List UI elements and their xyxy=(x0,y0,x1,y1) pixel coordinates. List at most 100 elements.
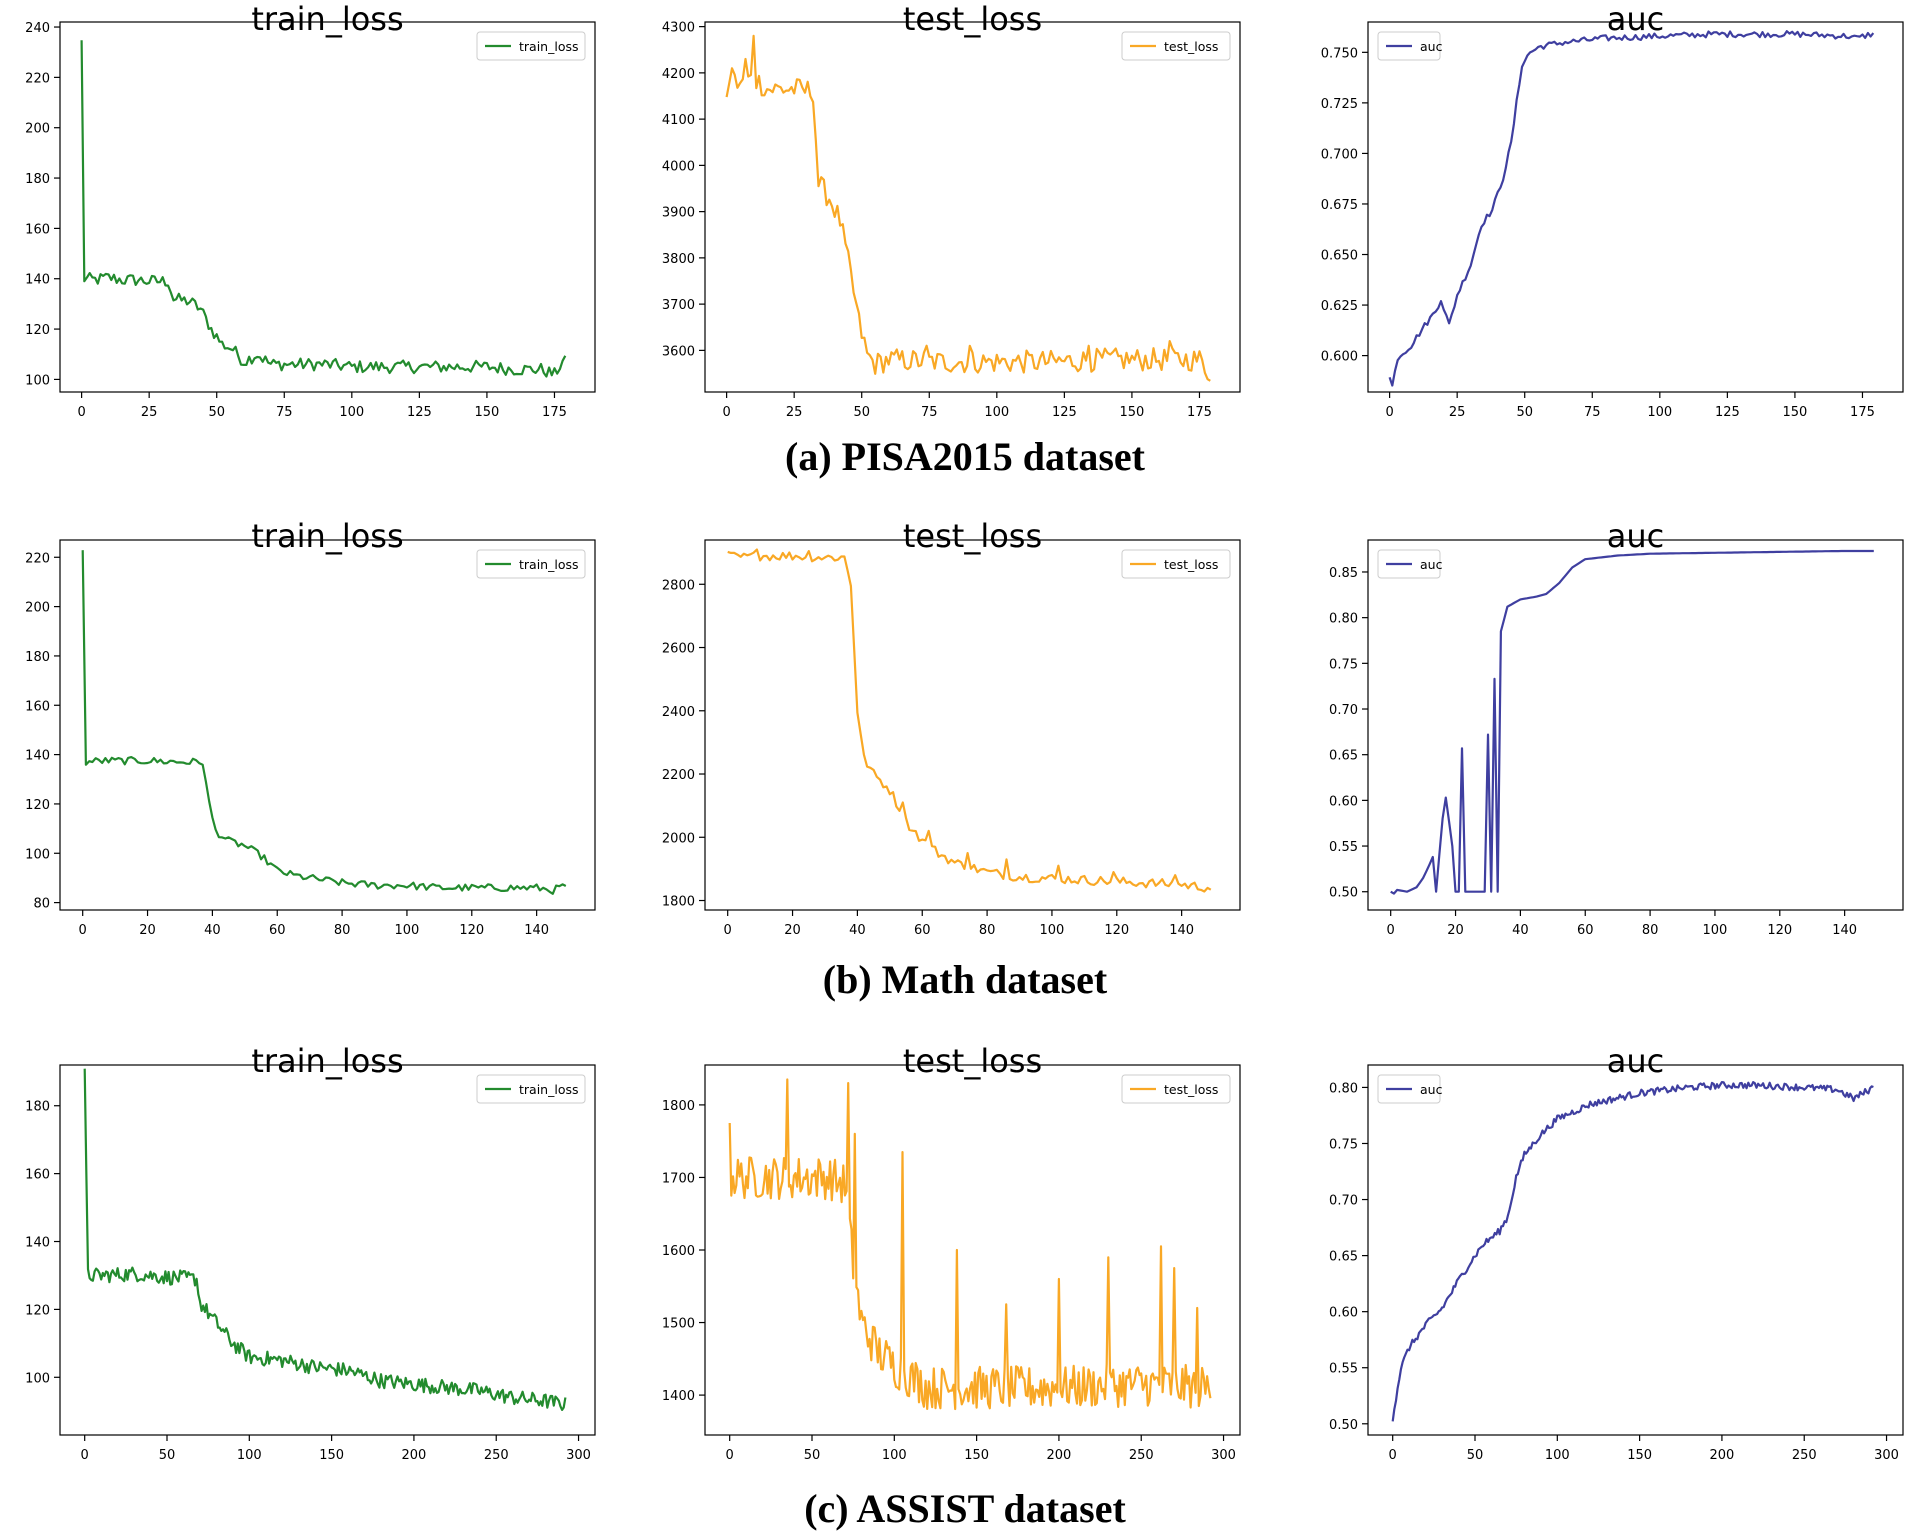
y-tick-label: 160 xyxy=(25,699,50,714)
y-tick-label: 2600 xyxy=(662,642,695,657)
y-tick-label: 160 xyxy=(25,222,50,237)
x-tick-label: 80 xyxy=(1642,923,1659,938)
x-tick-label: 0 xyxy=(77,405,85,420)
x-tick-label: 100 xyxy=(882,1448,907,1463)
y-tick-label: 180 xyxy=(25,172,50,187)
y-tick-label: 0.650 xyxy=(1321,249,1358,264)
y-tick-label: 0.85 xyxy=(1329,566,1358,581)
x-tick-label: 100 xyxy=(984,405,1009,420)
y-tick-label: 0.70 xyxy=(1329,703,1358,718)
legend-label: auc xyxy=(1420,1082,1443,1097)
legend-box xyxy=(1121,31,1231,61)
legend-label: train_loss xyxy=(519,557,579,572)
legend-box xyxy=(1121,1074,1231,1104)
y-tick-label: 0.70 xyxy=(1329,1194,1358,1209)
legend-box xyxy=(1121,549,1231,579)
chart-title: test_loss xyxy=(903,517,1042,555)
x-tick-label: 175 xyxy=(1187,405,1212,420)
legend-label: train_loss xyxy=(519,39,579,54)
y-tick-label: 80 xyxy=(33,897,50,912)
y-tick-label: 2800 xyxy=(662,578,695,593)
y-tick-label: 1700 xyxy=(662,1171,695,1186)
y-tick-label: 0.725 xyxy=(1321,97,1358,112)
x-tick-label: 40 xyxy=(204,923,221,938)
x-tick-label: 25 xyxy=(1449,405,1466,420)
axes-frame xyxy=(1367,539,1904,911)
series-line xyxy=(727,548,1212,893)
y-tick-label: 100 xyxy=(25,1371,50,1386)
x-tick-label: 140 xyxy=(524,923,549,938)
legend-box xyxy=(476,549,586,579)
chart-title: auc xyxy=(1607,1042,1664,1080)
x-tick-label: 150 xyxy=(475,405,500,420)
x-tick-label: 60 xyxy=(1577,923,1594,938)
y-tick-label: 0.65 xyxy=(1329,1250,1358,1265)
x-tick-label: 20 xyxy=(1447,923,1464,938)
y-tick-label: 200 xyxy=(25,601,50,616)
y-tick-label: 2400 xyxy=(662,705,695,720)
y-tick-label: 0.75 xyxy=(1329,1137,1358,1152)
axes-frame xyxy=(1367,1064,1904,1436)
y-tick-label: 120 xyxy=(25,323,50,338)
y-tick-label: 200 xyxy=(25,122,50,137)
y-tick-label: 3800 xyxy=(662,252,695,267)
chart-title: train_loss xyxy=(251,1042,403,1080)
x-tick-label: 100 xyxy=(1545,1448,1570,1463)
caption-a: (a) PISA2015 dataset xyxy=(785,434,1145,479)
y-tick-label: 3700 xyxy=(662,298,695,313)
series-line xyxy=(1391,1080,1874,1422)
chart-title: test_loss xyxy=(903,0,1042,38)
x-tick-label: 0 xyxy=(722,405,730,420)
x-tick-label: 50 xyxy=(208,405,225,420)
series-line xyxy=(1388,30,1875,387)
chart-title: test_loss xyxy=(903,1042,1042,1080)
y-tick-label: 0.80 xyxy=(1329,1081,1358,1096)
chart-1-2: auc 0 20 40 60 80 100 120 140 0.50 0.55 0.60 0.65 0.7… xyxy=(1329,517,1904,938)
y-tick-label: 3900 xyxy=(662,206,695,221)
x-tick-label: 125 xyxy=(407,405,432,420)
chart-0-1: test_loss 0 25 50 75 100 125 150 175 3600 3700 3800… xyxy=(662,0,1241,420)
x-tick-label: 0 xyxy=(1385,405,1393,420)
x-tick-label: 60 xyxy=(914,923,931,938)
x-tick-label: 125 xyxy=(1715,405,1740,420)
y-tick-label: 180 xyxy=(25,1100,50,1115)
x-tick-label: 200 xyxy=(402,1448,427,1463)
x-tick-label: 80 xyxy=(979,923,996,938)
x-tick-label: 175 xyxy=(542,405,567,420)
x-tick-label: 300 xyxy=(566,1448,591,1463)
chart-2-2: auc 0 50 100 150 200 250 300 0.50 0.55 0.60 0.65 0.7… xyxy=(1329,1042,1904,1463)
y-tick-label: 1800 xyxy=(662,1099,695,1114)
x-tick-label: 250 xyxy=(1792,1448,1817,1463)
x-tick-label: 20 xyxy=(784,923,801,938)
x-tick-label: 75 xyxy=(921,405,938,420)
y-tick-label: 0.50 xyxy=(1329,886,1358,901)
series-line xyxy=(725,34,1211,382)
x-tick-label: 200 xyxy=(1047,1448,1072,1463)
y-tick-label: 220 xyxy=(25,71,50,86)
legend-label: train_loss xyxy=(519,1082,579,1097)
series-line xyxy=(728,1078,1212,1411)
x-tick-label: 40 xyxy=(1512,923,1529,938)
y-tick-label: 4100 xyxy=(662,113,695,128)
y-tick-label: 0.55 xyxy=(1329,840,1358,855)
x-tick-label: 200 xyxy=(1710,1448,1735,1463)
x-tick-label: 120 xyxy=(1104,923,1129,938)
y-tick-label: 4000 xyxy=(662,159,695,174)
x-tick-label: 50 xyxy=(1467,1448,1484,1463)
x-tick-label: 100 xyxy=(1647,405,1672,420)
x-tick-label: 300 xyxy=(1874,1448,1899,1463)
series-line xyxy=(1390,549,1874,895)
x-tick-label: 100 xyxy=(1040,923,1065,938)
x-tick-label: 0 xyxy=(81,1448,89,1463)
chart-0-2: auc 0 25 50 75 100 125 150 175 0.600 0.625 0.650 0.6… xyxy=(1321,0,1904,420)
chart-title: train_loss xyxy=(251,517,403,555)
axes-frame xyxy=(704,539,1241,911)
x-tick-label: 150 xyxy=(964,1448,989,1463)
x-tick-label: 100 xyxy=(395,923,420,938)
x-tick-label: 150 xyxy=(1627,1448,1652,1463)
y-tick-label: 0.60 xyxy=(1329,794,1358,809)
axes-frame xyxy=(704,21,1241,393)
y-tick-label: 3600 xyxy=(662,344,695,359)
legend-label: test_loss xyxy=(1164,557,1218,572)
